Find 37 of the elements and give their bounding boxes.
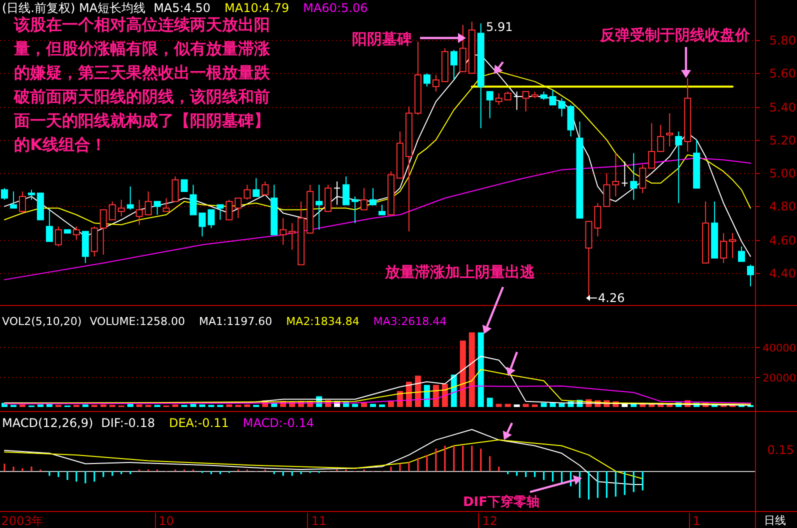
text: MA2:1834.84 [286,315,360,328]
annotation: MACD:-0.14 [242,416,314,430]
chart-subtitle: (日线.前复权) MA短长均线 [2,1,146,15]
annotation: DIF下穿零轴 [463,494,540,510]
text: MA5:4.50 [154,1,211,15]
text: MA60:5.06 [303,1,368,15]
x-tick-label: 2003年 [1,514,44,528]
text: DEA:-0.11 [168,416,229,430]
y-tick-label: 5.80 [769,34,796,48]
y-tick-label: 4.80 [769,200,796,214]
y-tick-label: 5.20 [769,134,796,148]
y-tick-label: 20000 [762,372,796,384]
text: MA3:2618.44 [373,315,447,328]
y-tick-label: 5.00 [769,166,796,180]
text: DIF:-0.18 [101,416,155,430]
text: VOL2(5,10,20) [2,315,82,328]
annotation: 4.26 [598,291,625,305]
annotation: 该股在一个相对高位连续两天放出阳量，但股价涨幅有限，似有放量滞涨的嫌疑，第三天果然收出一根放量跌破前面两天阳线的阴线，该阴线和前面一天的阳线就构成了【阳阴墓碑】的K线组合！ [13,15,271,154]
y-tick-label: 4.60 [769,234,796,248]
annotation: 阳阴墓碑 [352,30,412,48]
y-tick-label: 40000 [762,342,796,354]
chart-title: MACD(12,26,9) [2,416,94,430]
y-tick-label: 5.60 [769,66,796,80]
text: MA10:4.79 [224,1,290,15]
x-tick-label: 10 [158,514,174,528]
annotation: 放量滞涨加上阴量出逃 [384,263,536,281]
annotation: 反弹受制于阴线收盘价 [599,26,751,44]
annotation: VOLUME:1258.00 [90,315,185,328]
annotation: 5.91 [486,20,513,34]
x-tick-label: 11 [311,514,327,528]
text: 日线 [764,514,786,527]
x-tick-label: 1 [692,514,700,528]
text: 0.15 [767,443,794,457]
x-tick-label: 12 [482,514,498,528]
y-tick-label: 4.40 [769,266,796,280]
y-tick-label: 5.40 [769,100,796,114]
text: MA1:1197.60 [198,315,272,328]
